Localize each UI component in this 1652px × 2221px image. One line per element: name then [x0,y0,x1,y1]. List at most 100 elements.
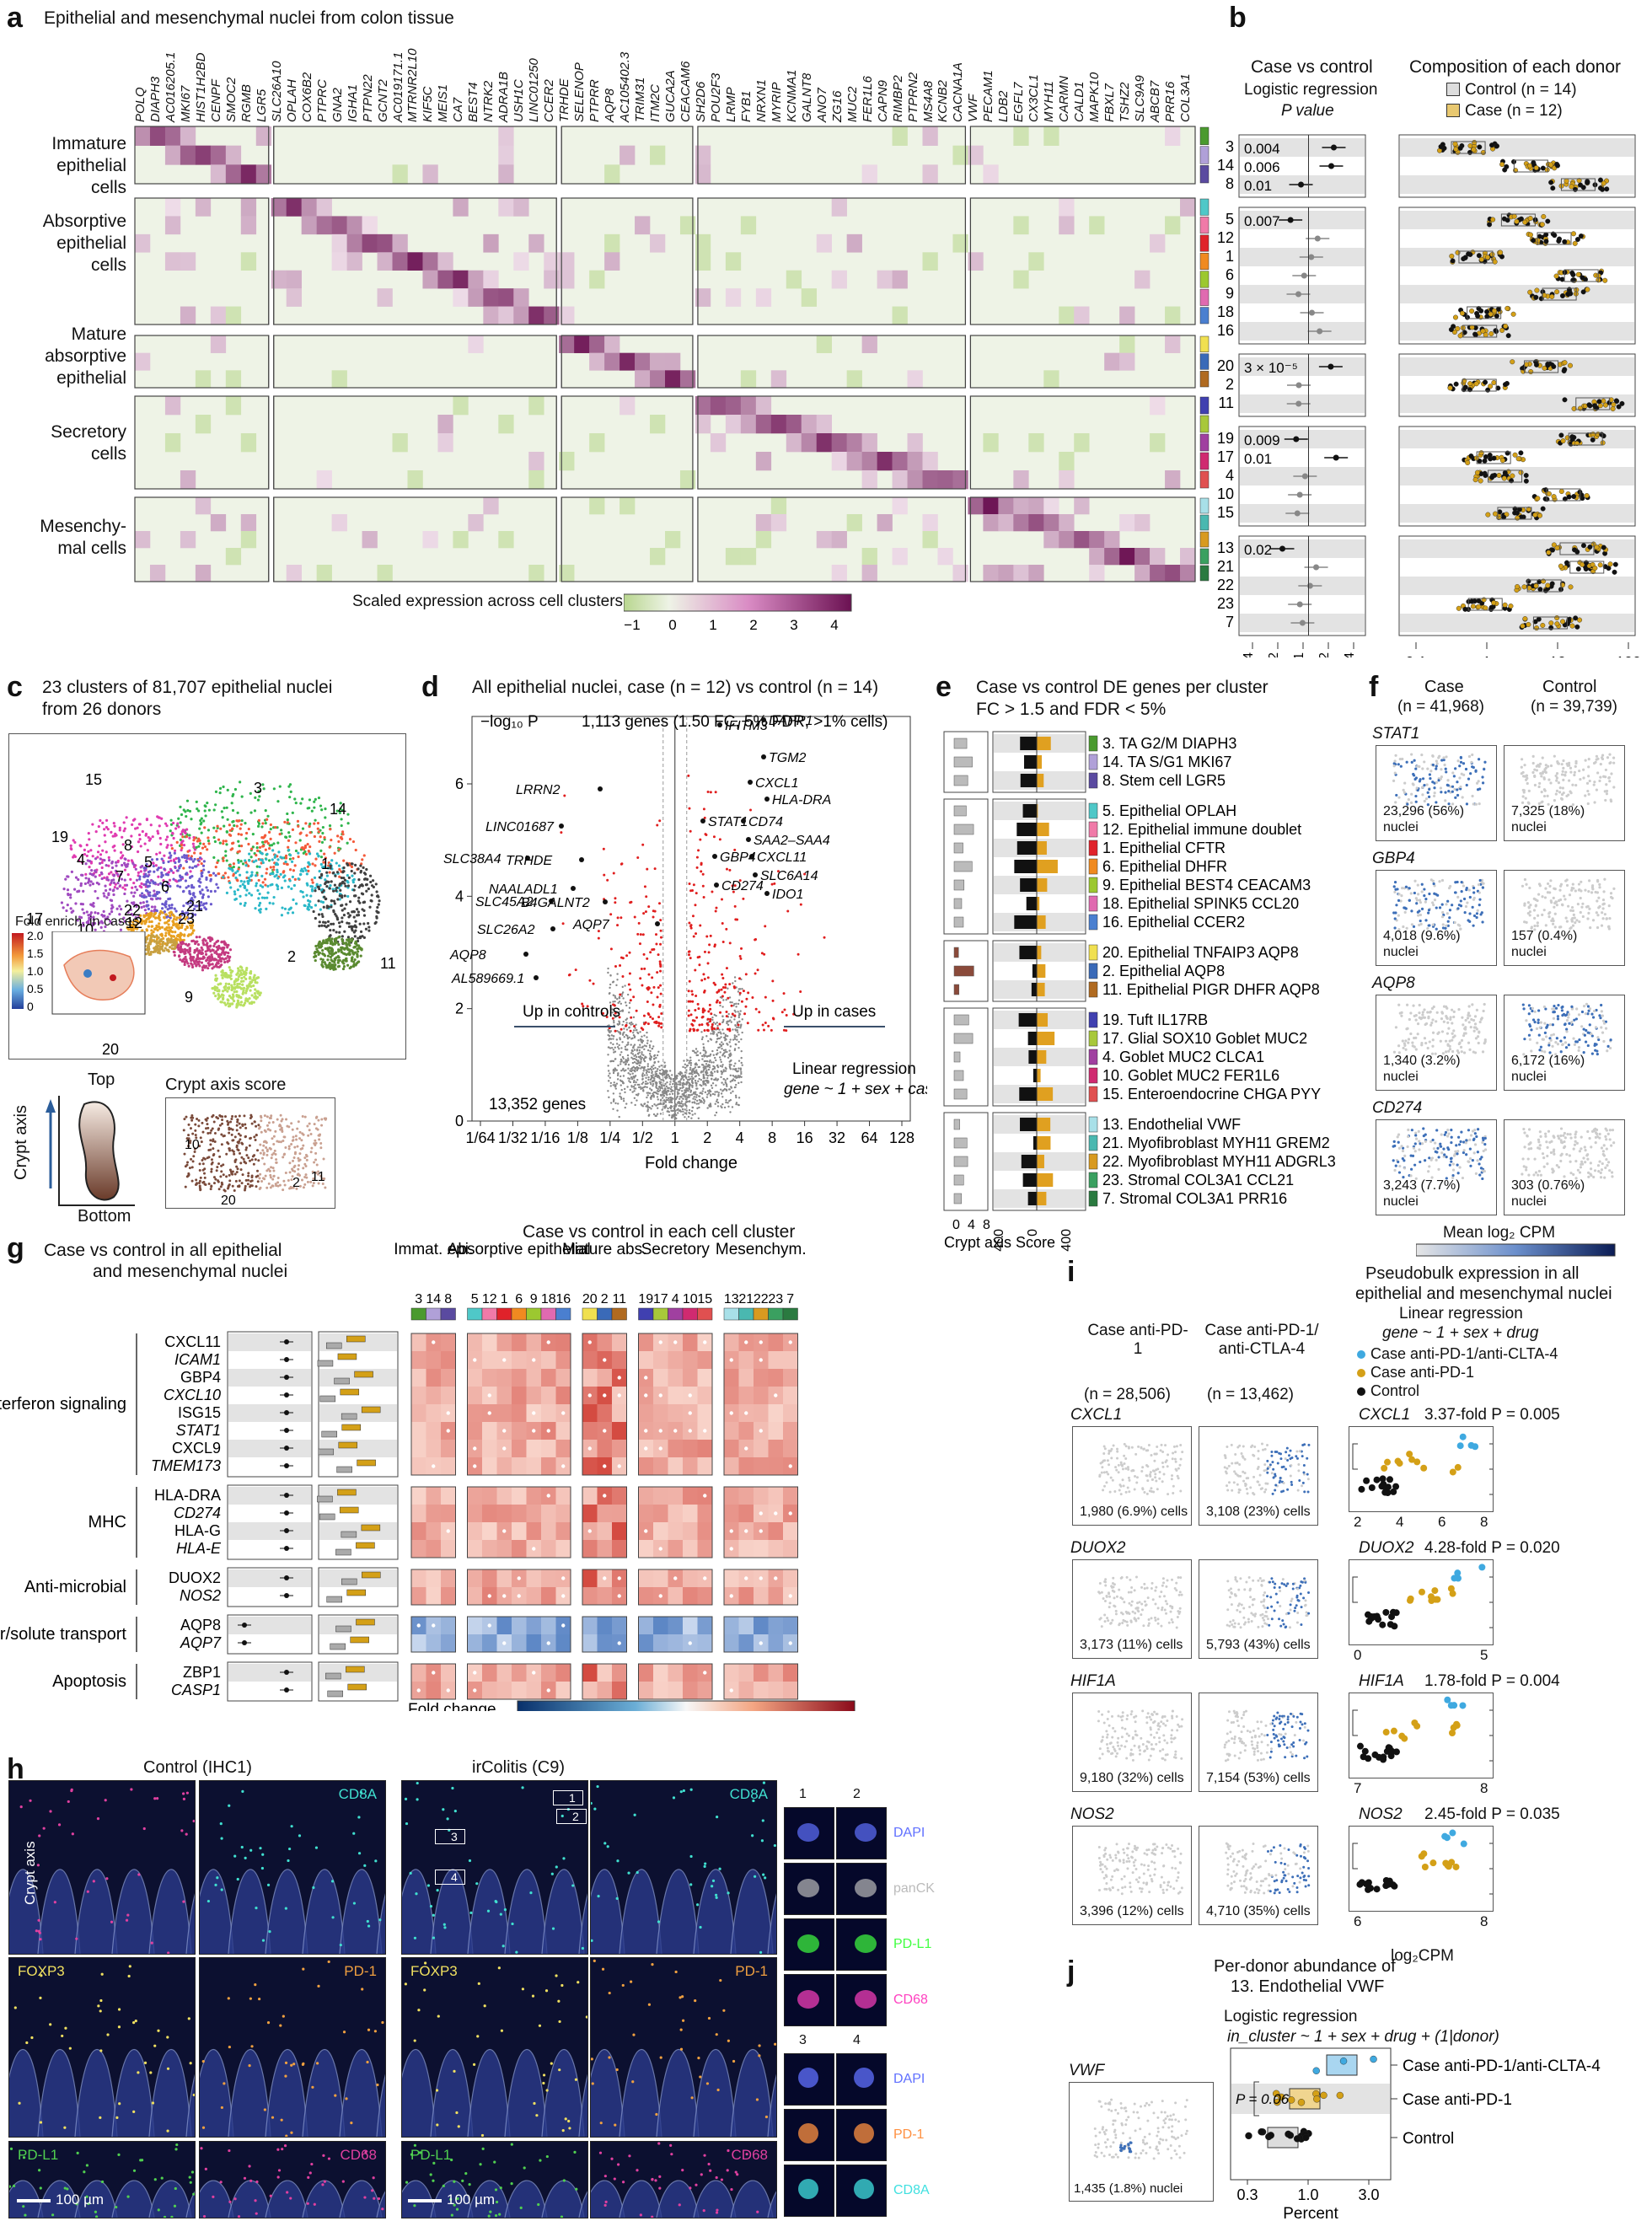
umap-point [266,867,269,871]
volcano-point [615,1043,619,1045]
volcano-point [699,1101,702,1103]
heat-cell [983,433,999,453]
umap-point [245,888,249,892]
donor-dot [1502,602,1508,608]
umap-point [184,942,188,946]
volcano-point [713,1070,716,1073]
umap-point [187,921,190,925]
umap-point [185,1115,188,1119]
heat-cell [831,531,847,549]
umap-point [241,968,244,972]
volcano-point [730,1021,732,1023]
umap-point [154,926,158,930]
donor-dot [1462,606,1468,612]
umap-point [238,1114,241,1118]
volcano-point [712,1061,715,1064]
umap-point [179,945,183,948]
umap-point [346,873,349,877]
umap-point [84,862,88,866]
donor-dot [1597,562,1603,568]
umap-point [339,802,342,805]
umap-point [158,941,161,944]
or-point [1295,291,1301,298]
heat-cell [240,433,257,453]
umap-point [137,871,140,874]
umap-point [282,856,285,860]
umap-point [169,911,173,915]
umap-point [214,874,217,877]
umap-point [316,885,319,888]
umap-point [221,951,224,954]
umap-point [320,913,324,916]
volcano-point [607,1028,609,1031]
umap-point [119,884,122,888]
donor-dot [1524,362,1530,367]
cluster-label: 17 [26,910,43,927]
umap-point [303,1115,307,1119]
cluster-color-swatch [1199,497,1210,514]
umap-point [317,913,321,916]
umap-point [196,955,200,958]
umap-point [211,1127,214,1130]
umap-point [64,877,67,881]
umap-point [275,883,278,887]
heat-cell [770,415,787,434]
umap-point [150,909,153,913]
umap-point [119,920,122,924]
umap-point [126,873,130,877]
umap-point [145,818,149,822]
umap-point [235,1124,239,1127]
umap-point [302,851,305,855]
umap-point [319,1141,323,1145]
umap-point [94,875,97,878]
umap-point [253,1135,256,1139]
panel-d-volcano: 1/64 1/32 1/16 1/8 1/4 1/2 1 2 4 8 16 32 64 1280246Fo… [443,713,927,1172]
umap-point [121,854,125,857]
umap-point [202,902,206,905]
umap-point [119,872,123,876]
volcano-point [711,1072,713,1075]
umap-point [158,882,163,885]
volcano-point [673,1107,676,1110]
volcano-point [634,1083,636,1086]
umap-point [214,790,218,793]
heat-cell [665,352,681,371]
fold-tick: 1.0 [27,964,44,978]
umap-point [227,1185,230,1188]
umap-point [134,915,137,920]
umap-point [253,1120,256,1124]
umap-point [351,929,354,932]
donor-dot [1554,545,1560,550]
umap-point [143,842,147,845]
umap-point [110,861,114,865]
umap-point [216,1166,219,1169]
umap-point [338,935,341,939]
umap-point [232,995,235,999]
umap-point [348,900,352,904]
heat-cell [937,548,953,566]
umap-point [213,840,217,844]
umap-point [197,960,201,963]
heat-cell [225,396,242,416]
umap-point [165,948,169,952]
umap-point [233,823,236,828]
umap-point [149,952,153,956]
umap-point [113,849,116,852]
volcano-frame [471,716,911,1122]
umap-point [375,909,378,913]
umap-point [352,877,356,882]
donor-dot [1612,561,1618,567]
umap-point [233,1172,237,1176]
umap-point [168,878,172,882]
heat-cell [952,233,968,253]
umap-point [104,925,107,929]
donor-dot [1488,142,1494,148]
volcano-point [734,1011,737,1013]
heat-cell [1043,126,1059,146]
umap-point [204,952,208,957]
umap-point [343,894,346,898]
volcano-point [632,1016,636,1019]
umap-point [315,1163,319,1167]
volcano-point [619,1063,622,1065]
umap-point [217,1149,220,1152]
